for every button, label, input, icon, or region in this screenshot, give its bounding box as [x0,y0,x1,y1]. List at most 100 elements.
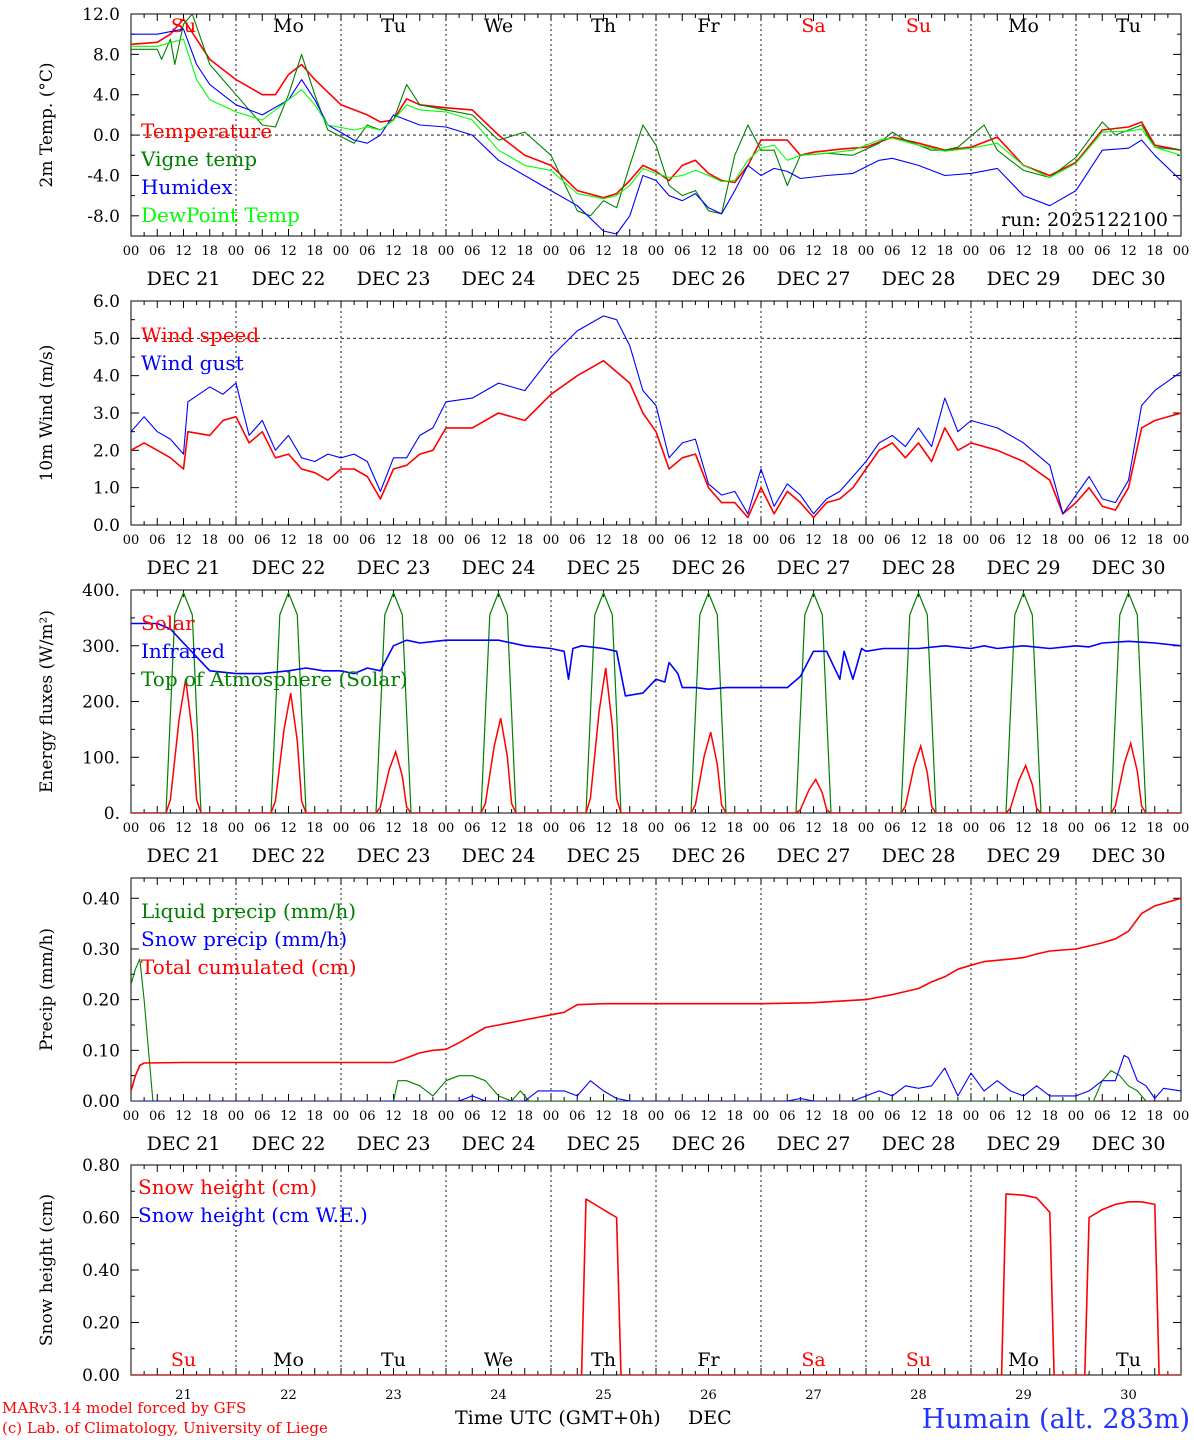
hour-tick-label: 18 [1041,1109,1058,1124]
hour-tick-label: 06 [464,821,481,836]
hour-tick-label: 06 [674,244,691,259]
hour-tick-label: 06 [149,533,166,548]
hour-tick-label: 18 [201,533,218,548]
hour-tick-label: 00 [858,244,875,259]
weekday-label: Su [171,1349,196,1371]
hour-tick-label: 18 [1146,1109,1163,1124]
hour-tick-label: 06 [254,244,271,259]
hour-tick-label: 00 [858,1109,875,1124]
y-tick-label: 0.20 [82,1314,120,1334]
hour-tick-label: 00 [1173,533,1190,548]
footer: MARv3.14 model forced by GFS (c) Lab. of… [2,1399,1190,1437]
hour-tick-label: 06 [779,533,796,548]
panel-energy: 0. 100. 200. 300. 400. Energy fluxes (W/m²) 00… [37,581,1189,867]
hour-tick-label: 12 [595,821,612,836]
day-number-label: 28 [910,1388,927,1403]
hour-tick-label: 12 [910,821,927,836]
hour-tick-label: 12 [1120,1109,1137,1124]
hour-tick-label: 00 [1068,1109,1085,1124]
series-group [131,14,1181,235]
hour-tick-label: 06 [1094,821,1111,836]
hour-tick-label: 06 [569,1109,586,1124]
series-group [131,897,1181,1101]
hour-tick-label: 00 [228,1109,245,1124]
y-tick-label: 2.0 [93,441,120,461]
hour-tick-label: 12 [490,244,507,259]
month-label: DEC [688,1407,732,1429]
y-tick-label: 3.0 [93,404,120,424]
y-axis-label: 2m Temp. (°C) [37,62,57,187]
hour-tick-label: 18 [936,1109,953,1124]
hour-tick-label: 06 [569,244,586,259]
series-line-infrared [131,622,1181,697]
hour-tick-label: 18 [621,1109,638,1124]
hour-tick-label: 06 [254,533,271,548]
hour-tick-label: 00 [1173,1109,1190,1124]
series-line-humidex [131,28,1181,235]
hour-tick-label: 00 [648,1109,665,1124]
hour-tick-label: 12 [910,1109,927,1124]
y-tick-label: 5.0 [93,329,120,349]
date-label: DEC 27 [777,268,851,290]
hour-tick-label: 18 [516,1109,533,1124]
hour-tick-label: 06 [884,821,901,836]
hour-tick-label: 18 [621,244,638,259]
date-label: DEC 29 [987,557,1061,579]
hour-tick-label: 12 [910,244,927,259]
hour-tick-label: 00 [648,821,665,836]
date-label: DEC 21 [147,557,221,579]
series-line-snow-height-cm [131,1193,1181,1375]
date-label: DEC 21 [147,845,221,867]
y-tick-label: 0.60 [82,1209,120,1229]
hour-tick-label: 06 [1094,533,1111,548]
hour-tick-label: 12 [1120,244,1137,259]
y-axis-label: Snow height (cm) [37,1194,57,1346]
hour-tick-label: 06 [569,821,586,836]
hour-tick-label: 06 [884,1109,901,1124]
weekday-label: Tu [1116,15,1141,37]
date-label: DEC 30 [1092,1133,1166,1155]
date-label: DEC 25 [567,1133,641,1155]
hour-tick-label: 06 [989,244,1006,259]
y-tick-label: 0.40 [82,889,120,909]
hour-tick-label: 00 [123,533,140,548]
hour-tick-label: 06 [149,244,166,259]
hour-tick-label: 18 [306,1109,323,1124]
hour-tick-label: 12 [490,533,507,548]
weekday-label: Su [906,1349,931,1371]
legend-entry: Snow height (cm W.E.) [138,1203,368,1227]
hour-tick-label: 12 [595,533,612,548]
hour-tick-label: 06 [149,1109,166,1124]
weekday-label: Th [591,15,616,37]
y-tick-label: 6.0 [93,292,120,312]
series-line-wind-gust [131,315,1181,515]
hour-tick-label: 00 [648,244,665,259]
hour-tick-label: 06 [359,821,376,836]
hour-tick-label: 06 [779,244,796,259]
weekday-label: Su [906,15,931,37]
hour-tick-label: 06 [254,1109,271,1124]
hour-tick-label: 12 [700,821,717,836]
date-label: DEC 28 [882,845,956,867]
date-label: DEC 27 [777,845,851,867]
hour-tick-label: 12 [1015,244,1032,259]
y-tick-label: 0.40 [82,1261,120,1281]
date-label: DEC 23 [357,1133,431,1155]
date-label: DEC 26 [672,268,746,290]
hour-tick-label: 18 [726,533,743,548]
y-tick-label: 0.10 [82,1041,120,1061]
hour-tick-label: 12 [700,533,717,548]
hour-tick-label: 18 [411,244,428,259]
day-number-label: 23 [385,1388,402,1403]
hour-tick-label: 12 [1015,821,1032,836]
hour-tick-label: 06 [989,533,1006,548]
hour-tick-label: 18 [1146,821,1163,836]
weekday-label: Fr [697,1349,720,1371]
weekday-label: Mo [273,15,304,37]
y-tick-label: -4.0 [87,166,120,186]
hour-tick-label: 06 [779,1109,796,1124]
date-label: DEC 30 [1092,845,1166,867]
date-label: DEC 25 [567,268,641,290]
hour-tick-label: 12 [1015,1109,1032,1124]
